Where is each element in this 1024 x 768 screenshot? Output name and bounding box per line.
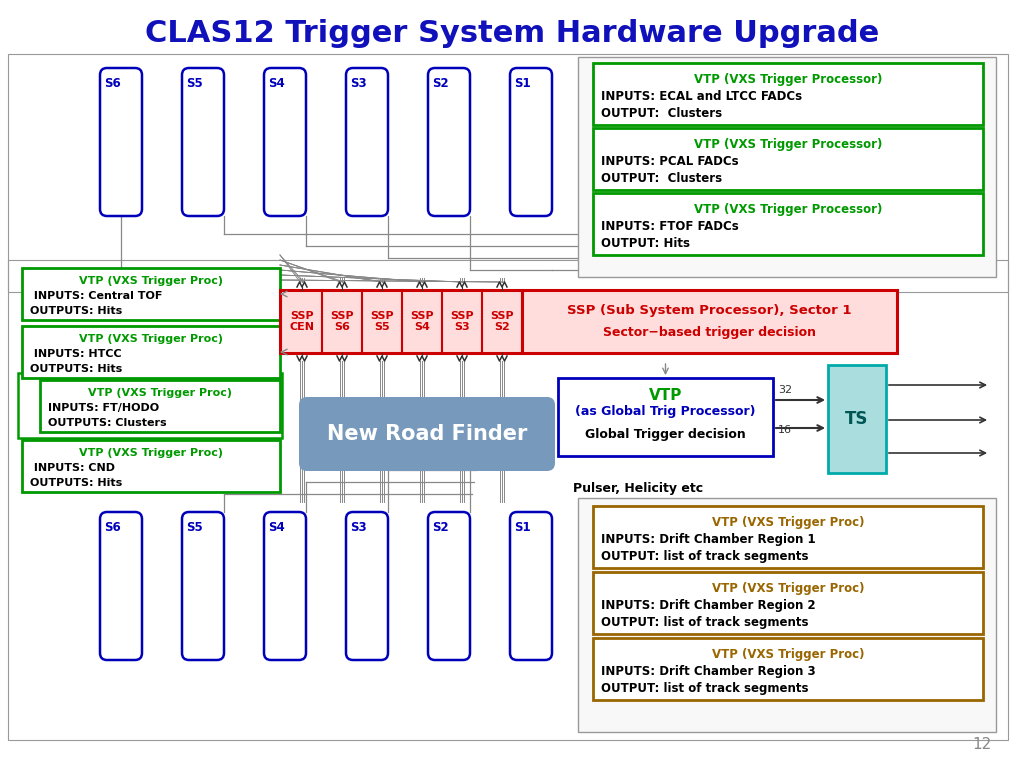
Text: VTP (VXS Trigger Processor): VTP (VXS Trigger Processor) xyxy=(694,73,883,86)
Text: Sector−based trigger decision: Sector−based trigger decision xyxy=(603,326,816,339)
Bar xyxy=(22,440,280,492)
Text: S6: S6 xyxy=(104,521,121,534)
Text: INPUTS: CND: INPUTS: CND xyxy=(30,463,115,473)
FancyBboxPatch shape xyxy=(346,512,388,660)
Text: INPUTS: Drift Chamber Region 2: INPUTS: Drift Chamber Region 2 xyxy=(601,599,816,612)
Bar xyxy=(593,128,983,190)
Text: VTP (VXS Trigger Proc): VTP (VXS Trigger Proc) xyxy=(79,334,223,344)
Text: TS: TS xyxy=(846,410,868,428)
Bar xyxy=(578,57,996,277)
Text: Pulser, Helicity etc: Pulser, Helicity etc xyxy=(573,482,703,495)
Text: VTP (VXS Trigger Proc): VTP (VXS Trigger Proc) xyxy=(79,276,223,286)
Text: 12: 12 xyxy=(973,737,992,752)
Text: OUTPUTS: Hits: OUTPUTS: Hits xyxy=(30,478,122,488)
Bar xyxy=(593,193,983,255)
Text: SSP
S6: SSP S6 xyxy=(330,311,354,332)
Bar xyxy=(593,506,983,568)
Text: 32: 32 xyxy=(778,385,793,395)
Text: OUTPUTS: Clusters: OUTPUTS: Clusters xyxy=(48,418,167,428)
Text: INPUTS: ECAL and LTCC FADCs: INPUTS: ECAL and LTCC FADCs xyxy=(601,90,802,103)
Text: SSP
CEN: SSP CEN xyxy=(290,311,314,332)
FancyBboxPatch shape xyxy=(264,512,306,660)
Text: VTP (VXS Trigger Processor): VTP (VXS Trigger Processor) xyxy=(694,203,883,216)
Text: SSP
S2: SSP S2 xyxy=(490,311,514,332)
FancyBboxPatch shape xyxy=(346,68,388,216)
Text: S2: S2 xyxy=(432,521,449,534)
Text: (as Global Trig Processor): (as Global Trig Processor) xyxy=(575,405,756,418)
Text: S5: S5 xyxy=(186,521,203,534)
Text: OUTPUT:  Clusters: OUTPUT: Clusters xyxy=(601,172,722,185)
FancyBboxPatch shape xyxy=(182,68,224,216)
Text: VTP (VXS Trigger Processor): VTP (VXS Trigger Processor) xyxy=(694,138,883,151)
Bar xyxy=(593,638,983,700)
Text: S5: S5 xyxy=(186,77,203,90)
FancyBboxPatch shape xyxy=(510,512,552,660)
Bar xyxy=(522,290,897,353)
FancyBboxPatch shape xyxy=(510,68,552,216)
FancyBboxPatch shape xyxy=(100,68,142,216)
Text: OUTPUT: list of track segments: OUTPUT: list of track segments xyxy=(601,550,809,563)
Bar xyxy=(8,260,1008,740)
Text: VTP (VXS Trigger Proc): VTP (VXS Trigger Proc) xyxy=(88,388,232,398)
Bar xyxy=(558,378,773,456)
Text: OUTPUT:  Clusters: OUTPUT: Clusters xyxy=(601,107,722,120)
Text: S1: S1 xyxy=(514,77,530,90)
Text: VTP (VXS Trigger Proc): VTP (VXS Trigger Proc) xyxy=(79,448,223,458)
FancyBboxPatch shape xyxy=(100,512,142,660)
Text: SSP
S3: SSP S3 xyxy=(451,311,474,332)
FancyBboxPatch shape xyxy=(428,512,470,660)
FancyBboxPatch shape xyxy=(299,397,555,471)
Text: Global Trigger decision: Global Trigger decision xyxy=(585,428,745,441)
Text: S6: S6 xyxy=(104,77,121,90)
Text: New Road Finder: New Road Finder xyxy=(327,424,527,444)
Text: S2: S2 xyxy=(432,77,449,90)
Text: S4: S4 xyxy=(268,521,285,534)
Text: SSP
S4: SSP S4 xyxy=(411,311,434,332)
Bar xyxy=(8,54,1008,292)
Text: VTP (VXS Trigger Proc): VTP (VXS Trigger Proc) xyxy=(712,516,864,529)
Bar xyxy=(280,290,522,353)
Text: OUTPUTS: Hits: OUTPUTS: Hits xyxy=(30,364,122,374)
Text: OUTPUT: Hits: OUTPUT: Hits xyxy=(601,237,690,250)
Text: S4: S4 xyxy=(268,77,285,90)
Text: S1: S1 xyxy=(514,521,530,534)
Text: VTP (VXS Trigger Proc): VTP (VXS Trigger Proc) xyxy=(712,648,864,661)
Text: SSP
S5: SSP S5 xyxy=(371,311,394,332)
FancyBboxPatch shape xyxy=(428,68,470,216)
Text: VTP: VTP xyxy=(649,388,682,403)
Bar xyxy=(578,498,996,732)
Bar xyxy=(593,572,983,634)
Text: INPUTS: HTCC: INPUTS: HTCC xyxy=(30,349,122,359)
Text: INPUTS: Drift Chamber Region 3: INPUTS: Drift Chamber Region 3 xyxy=(601,665,816,678)
Text: OUTPUT: list of track segments: OUTPUT: list of track segments xyxy=(601,616,809,629)
Text: INPUTS: FTOF FADCs: INPUTS: FTOF FADCs xyxy=(601,220,738,233)
Text: INPUTS: Drift Chamber Region 1: INPUTS: Drift Chamber Region 1 xyxy=(601,533,816,546)
Bar xyxy=(22,268,280,320)
Text: SSP (Sub System Processor), Sector 1: SSP (Sub System Processor), Sector 1 xyxy=(567,304,852,317)
Text: VTP (VXS Trigger Proc): VTP (VXS Trigger Proc) xyxy=(712,582,864,595)
Bar xyxy=(18,373,282,438)
Text: CLAS12 Trigger System Hardware Upgrade: CLAS12 Trigger System Hardware Upgrade xyxy=(144,19,880,48)
Bar xyxy=(22,326,280,378)
Text: S3: S3 xyxy=(350,77,367,90)
Text: INPUTS: PCAL FADCs: INPUTS: PCAL FADCs xyxy=(601,155,738,168)
Bar xyxy=(828,365,886,473)
Text: OUTPUT: list of track segments: OUTPUT: list of track segments xyxy=(601,682,809,695)
Text: OUTPUTS: Hits: OUTPUTS: Hits xyxy=(30,306,122,316)
FancyBboxPatch shape xyxy=(264,68,306,216)
Text: INPUTS: FT/HODO: INPUTS: FT/HODO xyxy=(48,403,159,413)
FancyBboxPatch shape xyxy=(182,512,224,660)
Text: INPUTS: Central TOF: INPUTS: Central TOF xyxy=(30,291,163,301)
Bar xyxy=(40,380,280,432)
Text: S3: S3 xyxy=(350,521,367,534)
Text: 16: 16 xyxy=(778,425,792,435)
Bar xyxy=(593,63,983,125)
